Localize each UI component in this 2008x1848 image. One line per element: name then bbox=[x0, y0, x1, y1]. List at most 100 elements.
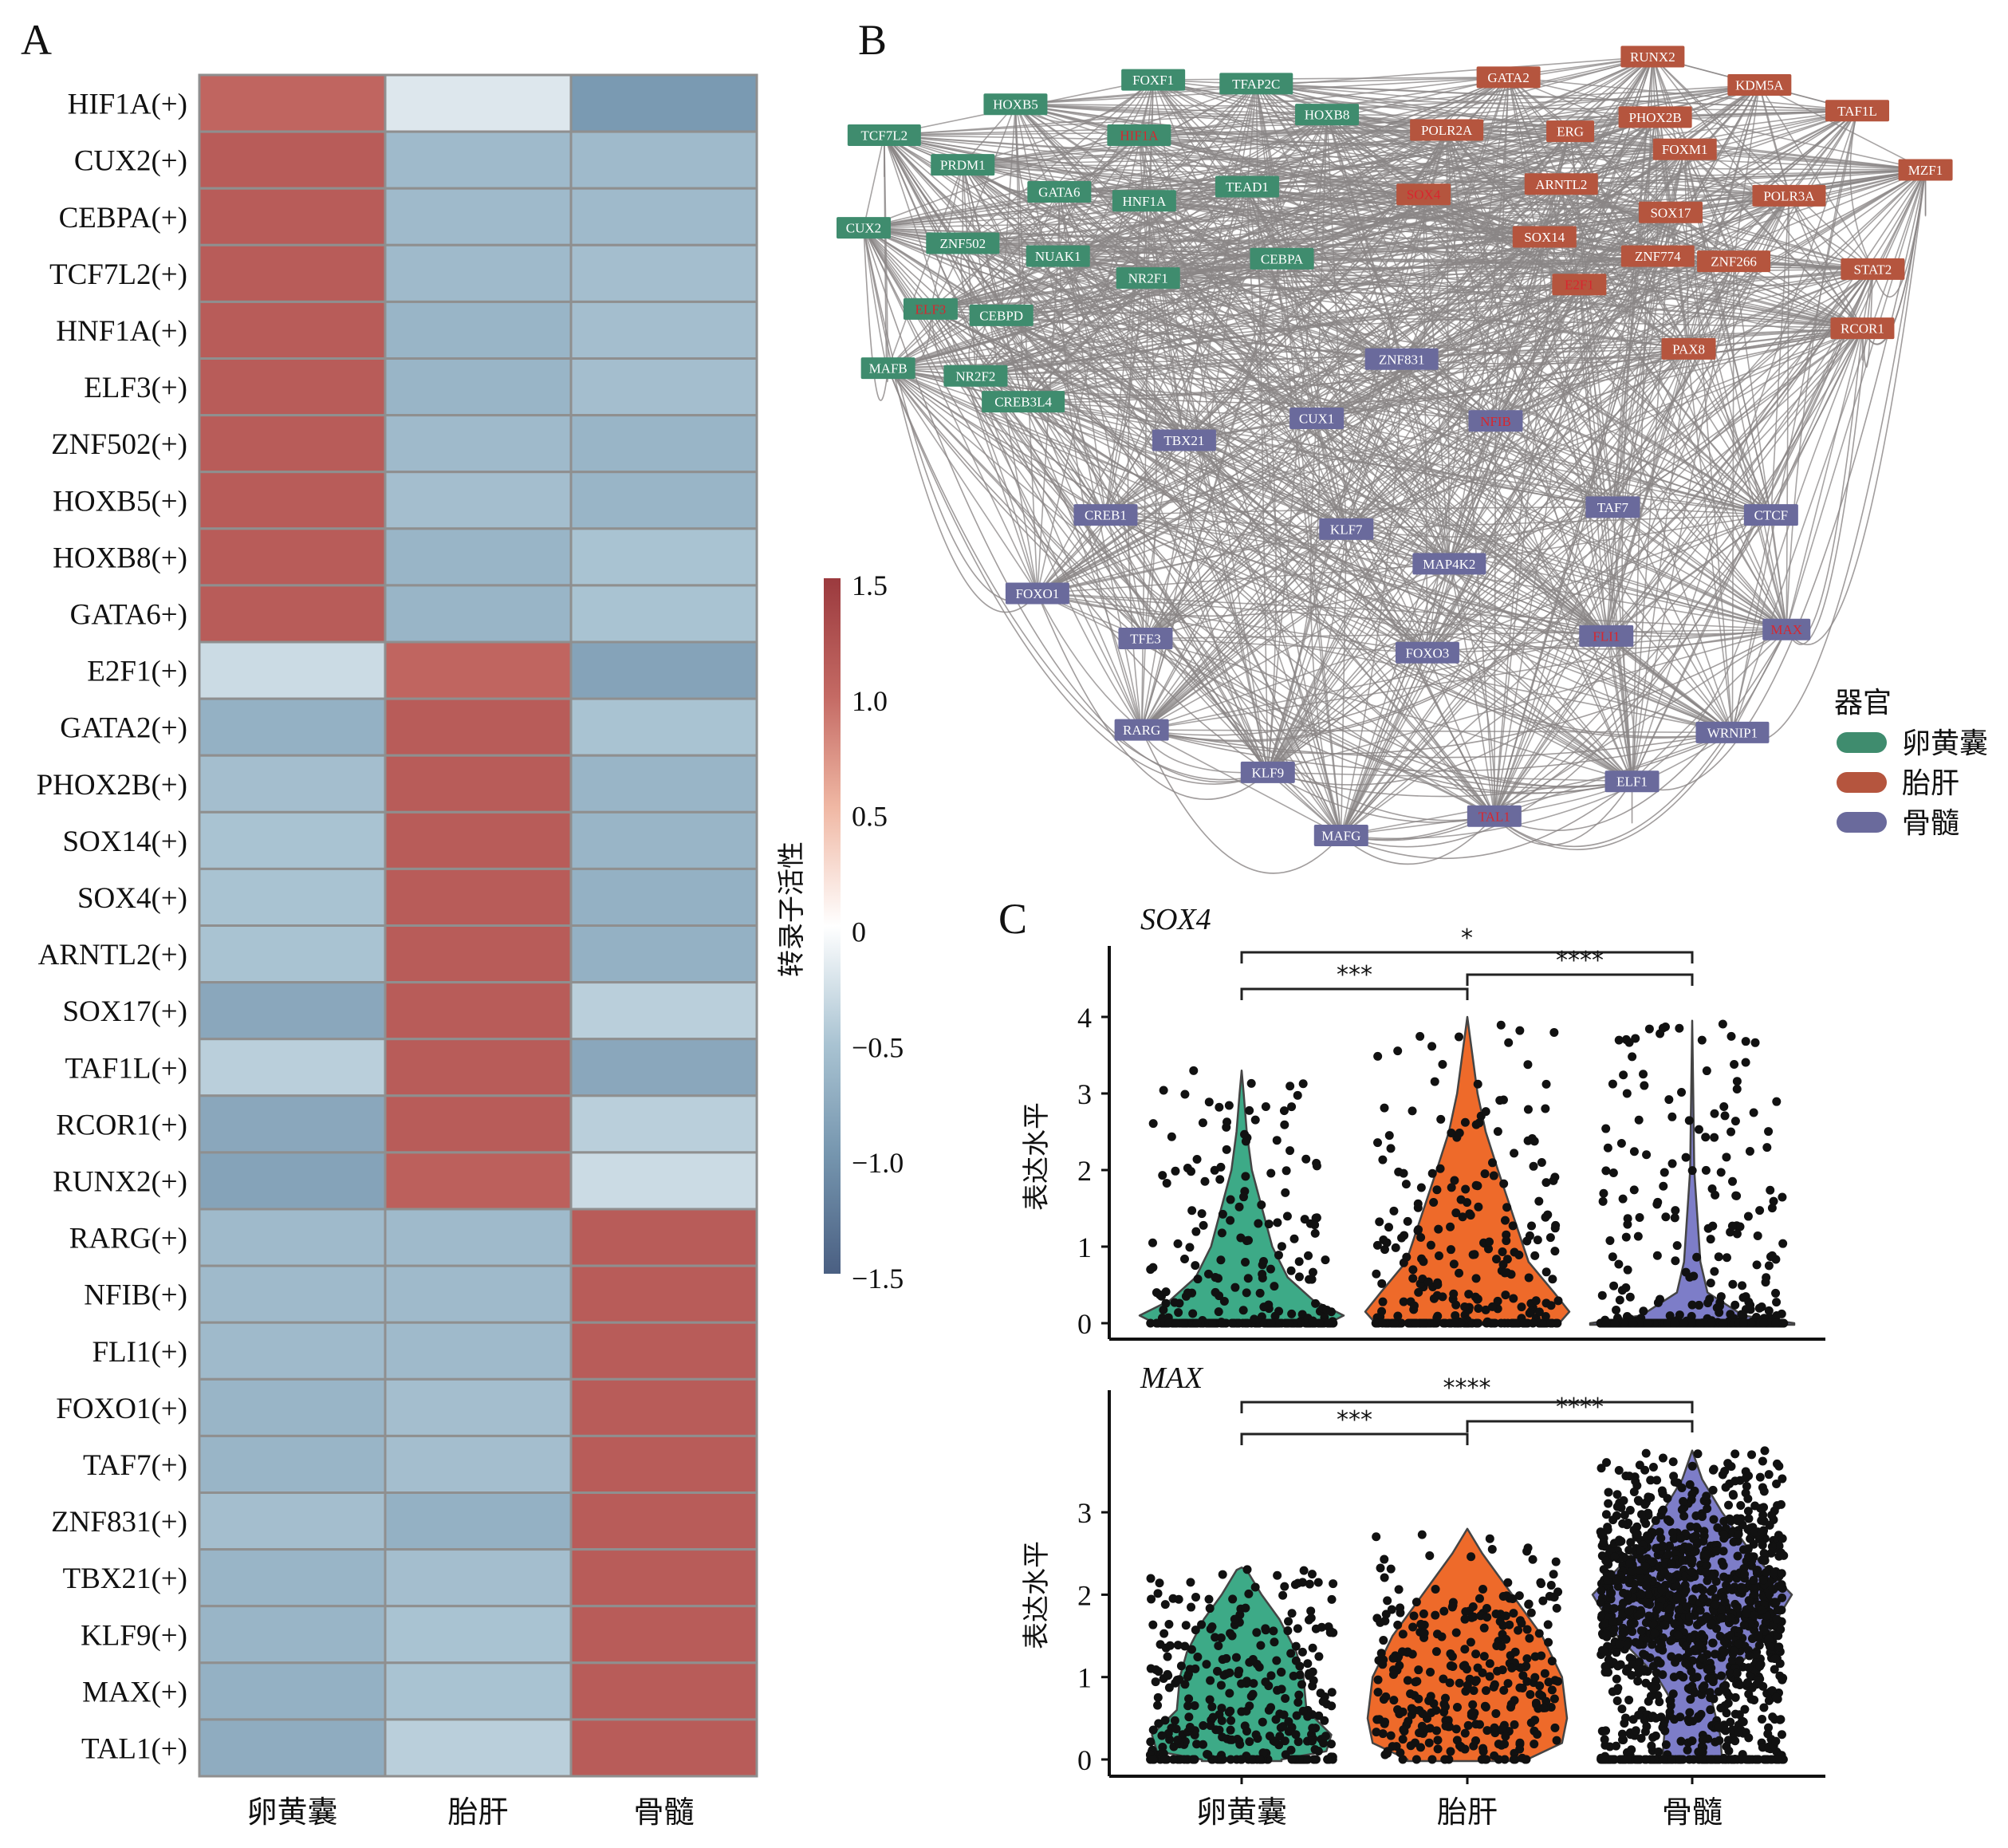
network-node-mzf1[interactable]: MZF1 bbox=[1898, 159, 1953, 181]
network-node-runx2[interactable]: RUNX2 bbox=[1620, 45, 1685, 68]
data-point bbox=[1764, 1306, 1774, 1315]
network-node-foxm1[interactable]: FOXM1 bbox=[1652, 138, 1717, 160]
network-node-arntl2[interactable]: ARNTL2 bbox=[1524, 173, 1598, 195]
network-node-fli1[interactable]: FLI1 bbox=[1579, 625, 1634, 647]
network-node-e2f1[interactable]: E2F1 bbox=[1552, 274, 1607, 296]
network-node-klf7[interactable]: KLF7 bbox=[1319, 518, 1374, 540]
network-node-nr2f1[interactable]: NR2F1 bbox=[1116, 267, 1180, 290]
network-node-erg[interactable]: ERG bbox=[1546, 120, 1595, 143]
data-point bbox=[1772, 1479, 1782, 1488]
data-point bbox=[1501, 1732, 1510, 1741]
network-edge bbox=[1770, 195, 1790, 515]
network-node-wrnip1[interactable]: WRNIP1 bbox=[1695, 721, 1770, 743]
data-point bbox=[1213, 1666, 1223, 1676]
network-node-cux2[interactable]: CUX2 bbox=[836, 217, 891, 239]
network-node-elf1[interactable]: ELF1 bbox=[1604, 770, 1660, 793]
network-edge bbox=[1267, 284, 1581, 773]
network-node-phox2b[interactable]: PHOX2B bbox=[1618, 106, 1692, 128]
network-node-znf831[interactable]: ZNF831 bbox=[1364, 348, 1439, 370]
node-label: HOXB5 bbox=[993, 97, 1038, 112]
network-node-taf7[interactable]: TAF7 bbox=[1585, 496, 1640, 518]
network-node-ctcf[interactable]: CTCF bbox=[1743, 504, 1798, 526]
network-node-kdm5a[interactable]: KDM5A bbox=[1727, 74, 1792, 97]
network-node-nfib[interactable]: NFIB bbox=[1468, 410, 1523, 432]
network-node-pax8[interactable]: PAX8 bbox=[1661, 337, 1716, 360]
network-node-max[interactable]: MAX bbox=[1762, 618, 1811, 640]
data-point bbox=[1668, 1689, 1678, 1699]
network-edge bbox=[1183, 439, 1733, 734]
data-point bbox=[1612, 1306, 1621, 1315]
data-point bbox=[1667, 1112, 1677, 1121]
data-point bbox=[1764, 1127, 1774, 1137]
data-point bbox=[1412, 1677, 1422, 1686]
network-node-znf502[interactable]: ZNF502 bbox=[926, 232, 1000, 254]
data-point bbox=[1507, 1663, 1517, 1673]
network-node-foxo3[interactable]: FOXO3 bbox=[1395, 641, 1459, 664]
data-point bbox=[1445, 1678, 1455, 1688]
network-node-sox14[interactable]: SOX14 bbox=[1512, 226, 1577, 248]
network-node-mafb[interactable]: MAFB bbox=[860, 357, 915, 380]
network-node-cux1[interactable]: CUX1 bbox=[1289, 408, 1345, 430]
network-node-hif1a[interactable]: HIF1A bbox=[1107, 124, 1171, 146]
network-node-hoxb5[interactable]: HOXB5 bbox=[983, 93, 1048, 116]
network-node-tfap2c[interactable]: TFAP2C bbox=[1219, 73, 1293, 95]
data-point bbox=[1709, 1515, 1719, 1524]
network-node-hoxb8[interactable]: HOXB8 bbox=[1295, 104, 1360, 126]
network-node-rarg[interactable]: RARG bbox=[1114, 719, 1169, 741]
data-point bbox=[1414, 1694, 1423, 1704]
network-node-creb3l4[interactable]: CREB3L4 bbox=[982, 391, 1065, 413]
network-node-gata6[interactable]: GATA6 bbox=[1027, 180, 1092, 203]
network-node-nuak1[interactable]: NUAK1 bbox=[1026, 245, 1090, 267]
data-point bbox=[1522, 1654, 1532, 1664]
network-node-polr2a[interactable]: POLR2A bbox=[1410, 119, 1484, 141]
network-node-stat2[interactable]: STAT2 bbox=[1841, 258, 1905, 280]
data-point bbox=[1732, 1077, 1742, 1086]
data-point bbox=[1396, 1748, 1405, 1758]
network-node-cebpd[interactable]: CEBPD bbox=[969, 304, 1034, 326]
network-node-tcf7l2[interactable]: TCF7L2 bbox=[847, 124, 921, 146]
row-label: HIF1A(+) bbox=[68, 89, 187, 121]
network-node-taf1l[interactable]: TAF1L bbox=[1825, 100, 1890, 122]
network-node-nr2f2[interactable]: NR2F2 bbox=[943, 364, 1008, 387]
network-node-elf3[interactable]: ELF3 bbox=[903, 297, 958, 320]
data-point bbox=[1640, 1499, 1650, 1509]
network-node-znf266[interactable]: ZNF266 bbox=[1697, 250, 1771, 273]
data-point bbox=[1479, 1623, 1489, 1633]
node-box bbox=[1219, 73, 1293, 95]
network-node-map4k2[interactable]: MAP4K2 bbox=[1412, 553, 1486, 575]
data-point bbox=[1264, 1220, 1274, 1229]
network-node-sox4[interactable]: SOX4 bbox=[1396, 183, 1451, 206]
network-node-hnf1a[interactable]: HNF1A bbox=[1112, 190, 1176, 212]
data-point bbox=[1763, 1729, 1773, 1739]
heatmap-cell bbox=[198, 300, 387, 360]
data-point bbox=[1286, 1745, 1296, 1755]
network-node-prdm1[interactable]: PRDM1 bbox=[931, 154, 995, 176]
node-box bbox=[1396, 183, 1451, 206]
network-node-rcor1[interactable]: RCOR1 bbox=[1830, 317, 1895, 340]
data-point bbox=[1605, 1236, 1615, 1246]
network-node-klf9[interactable]: KLF9 bbox=[1240, 761, 1295, 783]
data-point bbox=[1737, 1310, 1746, 1319]
network-node-tfe3[interactable]: TFE3 bbox=[1118, 628, 1173, 650]
network-node-polr3a[interactable]: POLR3A bbox=[1752, 184, 1826, 207]
network-node-tead1[interactable]: TEAD1 bbox=[1215, 175, 1279, 198]
data-point bbox=[1490, 1318, 1500, 1328]
data-point bbox=[1190, 1700, 1199, 1710]
data-point bbox=[1778, 1673, 1788, 1683]
data-point bbox=[1218, 1570, 1227, 1579]
network-node-mafg[interactable]: MAFG bbox=[1313, 824, 1368, 846]
network-edge bbox=[1140, 129, 1447, 731]
data-point bbox=[1703, 1504, 1712, 1514]
network-node-foxo1[interactable]: FOXO1 bbox=[1005, 582, 1069, 605]
network-node-foxf1[interactable]: FOXF1 bbox=[1121, 69, 1186, 91]
network-node-tbx21[interactable]: TBX21 bbox=[1152, 429, 1216, 451]
network-node-gata2[interactable]: GATA2 bbox=[1476, 66, 1541, 89]
network-node-tal1[interactable]: TAL1 bbox=[1467, 805, 1522, 827]
network-node-cebpa[interactable]: CEBPA bbox=[1250, 247, 1314, 270]
network-node-creb1[interactable]: CREB1 bbox=[1073, 504, 1138, 526]
network-node-znf774[interactable]: ZNF774 bbox=[1620, 245, 1695, 267]
data-point bbox=[1636, 1734, 1646, 1744]
data-point bbox=[1306, 1614, 1316, 1623]
network-edge bbox=[1140, 729, 1342, 874]
network-node-sox17[interactable]: SOX17 bbox=[1638, 201, 1703, 223]
